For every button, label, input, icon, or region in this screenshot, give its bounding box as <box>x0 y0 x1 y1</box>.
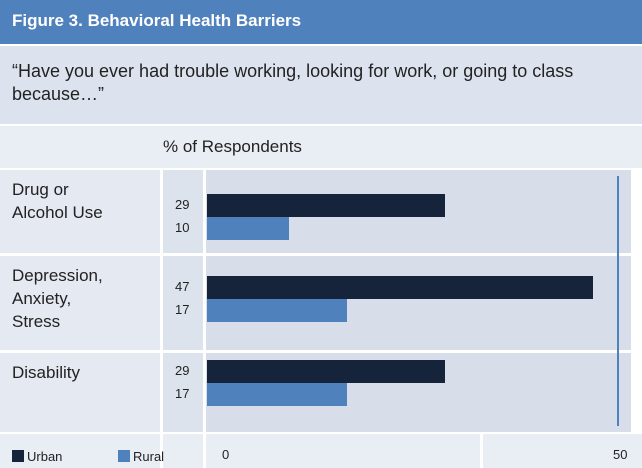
legend-label: Rural <box>133 449 165 464</box>
separator <box>480 434 483 468</box>
value-label: 17 <box>175 302 190 317</box>
x-tick-label: 50 <box>613 447 628 462</box>
bar <box>207 276 594 299</box>
category-cell: Drug or Alcohol Use <box>0 170 160 253</box>
category-label: Disability <box>12 363 81 382</box>
bar <box>207 194 446 217</box>
bottom-strip <box>0 434 642 468</box>
title: Figure 3. Behavioral Health Barriers <box>0 0 642 44</box>
value-label: 29 <box>175 197 190 212</box>
legend-swatch <box>12 450 24 462</box>
value-label: 47 <box>175 279 190 294</box>
value-label: 17 <box>175 386 190 401</box>
value-cell <box>163 170 203 253</box>
bar <box>207 299 347 322</box>
x-tick-label: 0 <box>222 447 230 462</box>
category-cell: Depression, Anxiety, Stress <box>0 256 160 350</box>
value-cell <box>163 256 203 350</box>
grid-line <box>617 176 619 426</box>
subtitle: “Have you ever had trouble working, look… <box>0 46 642 124</box>
axis-label: % of Respondents <box>0 126 642 168</box>
category-cell: Disability <box>0 353 160 432</box>
legend-label: Urban <box>27 449 63 464</box>
value-label: 10 <box>175 220 190 235</box>
category-label: Depression, Anxiety, Stress <box>12 266 103 331</box>
bar <box>207 217 290 240</box>
category-label: Drug or Alcohol Use <box>12 180 103 222</box>
value-cell <box>163 353 203 432</box>
value-label: 29 <box>175 363 190 378</box>
bar <box>207 360 446 383</box>
bar <box>207 383 347 406</box>
separator <box>160 434 163 468</box>
legend-swatch <box>118 450 130 462</box>
separator <box>203 434 206 468</box>
